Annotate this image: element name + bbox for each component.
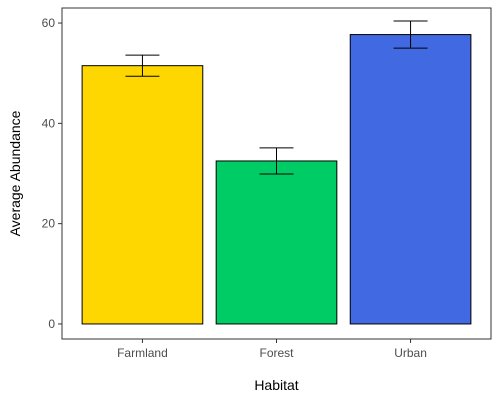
bar-forest bbox=[215, 160, 338, 325]
x-tick-label-farmland: Farmland bbox=[117, 346, 168, 360]
errorbars-layer bbox=[125, 20, 428, 175]
bar-farmland bbox=[81, 65, 204, 325]
x-axis-title: Habitat bbox=[254, 377, 298, 393]
x-tick-label-forest: Forest bbox=[259, 346, 294, 360]
y-axis-title: Average Abundance bbox=[7, 110, 23, 236]
y-tick-label-0: 0 bbox=[48, 317, 55, 331]
y-axis: 0 20 40 60 bbox=[42, 16, 62, 331]
y-tick-label-40: 40 bbox=[42, 116, 56, 130]
x-axis: Farmland Forest Urban bbox=[117, 339, 427, 360]
x-tick-label-urban: Urban bbox=[394, 346, 427, 360]
y-tick-label-60: 60 bbox=[42, 16, 56, 30]
y-tick-label-20: 20 bbox=[42, 217, 56, 231]
bar-urban bbox=[349, 34, 472, 325]
